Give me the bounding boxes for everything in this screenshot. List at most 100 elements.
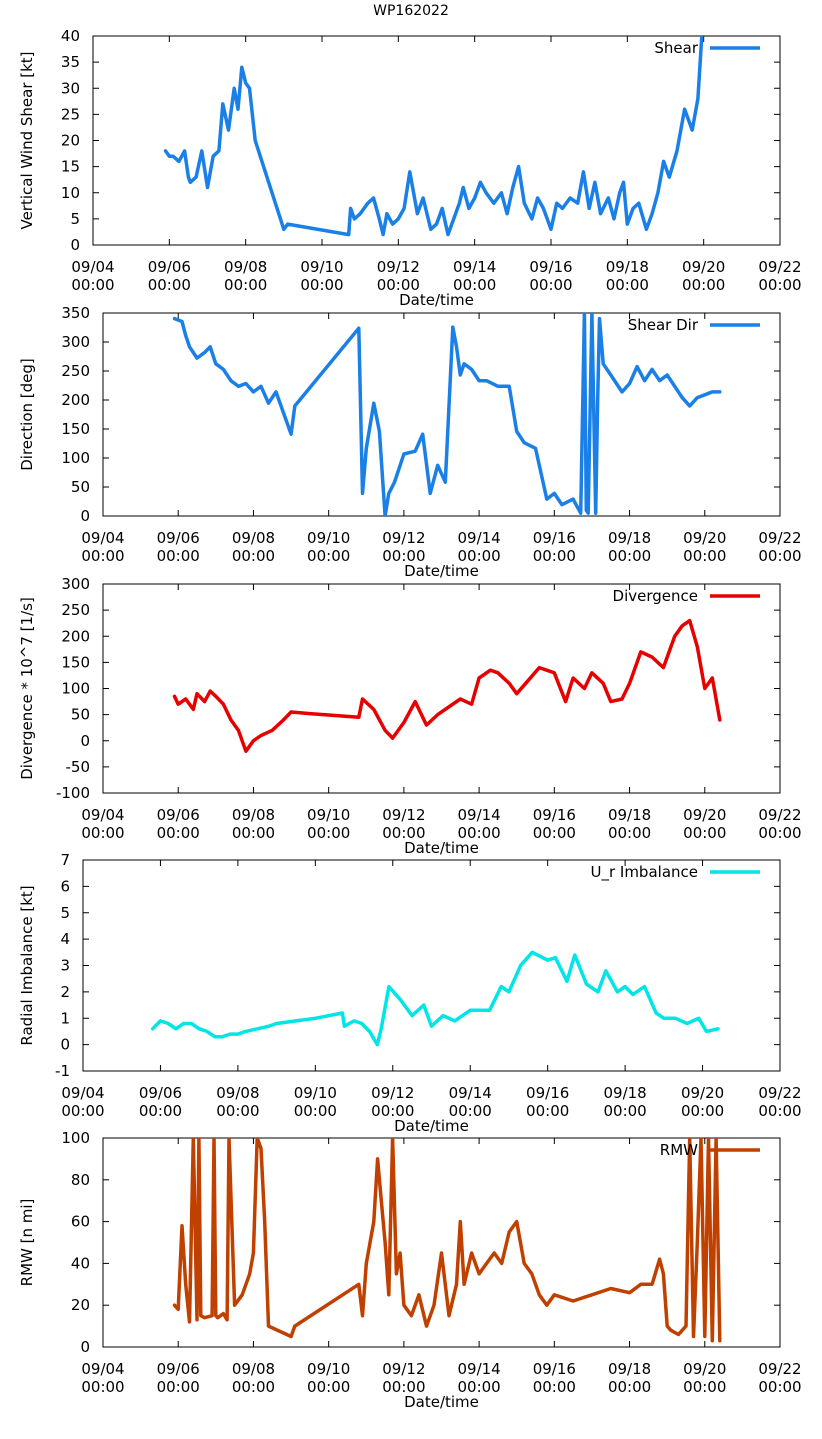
y-tick-label: 250 (61, 601, 90, 619)
x-tick-label-date: 09/20 (683, 1360, 726, 1378)
x-tick-label-date: 09/08 (224, 258, 267, 276)
x-tick-label-date: 09/12 (382, 529, 425, 547)
x-tick-label-time: 00:00 (533, 1378, 576, 1396)
x-tick-label-date: 09/10 (307, 1360, 350, 1378)
x-tick-label-time: 00:00 (232, 547, 275, 565)
x-tick-label-time: 00:00 (457, 1378, 500, 1396)
x-tick-label-time: 00:00 (382, 1378, 425, 1396)
x-tick-label-time: 00:00 (533, 547, 576, 565)
x-tick-label-time: 00:00 (81, 824, 124, 842)
y-tick-label: 2 (60, 983, 70, 1001)
legend-label: Shear (654, 39, 698, 57)
x-tick-label-time: 00:00 (157, 1378, 200, 1396)
x-tick-label-time: 00:00 (683, 1378, 726, 1396)
x-tick-label-time: 00:00 (307, 1378, 350, 1396)
x-tick-label-date: 09/18 (603, 1084, 646, 1102)
figure-title: WP162022 (373, 3, 449, 19)
x-tick-label-date: 09/04 (81, 806, 124, 824)
y-tick-label: 200 (61, 391, 90, 409)
x-tick-label-time: 00:00 (307, 547, 350, 565)
y-tick-label: 200 (61, 627, 90, 645)
x-tick-label-date: 09/22 (758, 806, 801, 824)
x-tick-label-time: 00:00 (683, 824, 726, 842)
x-tick-label-date: 09/14 (457, 806, 500, 824)
x-tick-label-date: 09/10 (300, 258, 343, 276)
x-tick-label-date: 09/10 (294, 1084, 337, 1102)
legend-label: Shear Dir (628, 316, 699, 334)
panel-3: -100-5005010015020025030009/0400:0009/06… (18, 575, 802, 857)
x-tick-label-time: 00:00 (608, 824, 651, 842)
x-tick-label-date: 09/08 (232, 529, 275, 547)
x-axis-label: Date/time (394, 1117, 469, 1135)
y-tick-label: 80 (71, 1171, 90, 1189)
x-tick-label-time: 00:00 (382, 824, 425, 842)
x-tick-label-date: 09/18 (606, 258, 649, 276)
x-tick-label-date: 09/12 (371, 1084, 414, 1102)
y-tick-label: 350 (61, 304, 90, 322)
x-tick-label-date: 09/20 (682, 258, 725, 276)
x-tick-label-date: 09/18 (608, 806, 651, 824)
x-tick-label-time: 00:00 (758, 547, 801, 565)
x-tick-label-date: 09/12 (382, 1360, 425, 1378)
y-tick-label: 300 (61, 575, 90, 593)
x-tick-label-date: 09/06 (157, 1360, 200, 1378)
x-tick-label-time: 00:00 (377, 276, 420, 294)
y-axis-label: Direction [deg] (18, 358, 36, 471)
x-tick-label-date: 09/18 (608, 529, 651, 547)
x-tick-label-date: 09/06 (139, 1084, 182, 1102)
x-tick-label-time: 00:00 (533, 824, 576, 842)
x-tick-label-time: 00:00 (307, 824, 350, 842)
x-tick-label-time: 00:00 (758, 824, 801, 842)
x-tick-label-time: 00:00 (603, 1102, 646, 1120)
series-line-divergence (172, 618, 722, 753)
x-tick-label-date: 09/10 (307, 806, 350, 824)
y-tick-label: 100 (61, 449, 90, 467)
y-tick-label: 50 (71, 706, 90, 724)
x-tick-label-time: 00:00 (758, 276, 801, 294)
x-tick-label-time: 00:00 (371, 1102, 414, 1120)
x-axis-label: Date/time (404, 1393, 479, 1411)
x-tick-label-time: 00:00 (457, 547, 500, 565)
x-tick-label-date: 09/18 (608, 1360, 651, 1378)
y-tick-label: 300 (61, 333, 90, 351)
y-tick-label: 50 (71, 478, 90, 496)
y-tick-label: 20 (61, 132, 80, 150)
x-tick-label-time: 00:00 (608, 547, 651, 565)
y-tick-label: 4 (60, 930, 70, 948)
x-tick-label-time: 00:00 (526, 1102, 569, 1120)
y-tick-label: 0 (80, 1338, 90, 1356)
y-tick-label: 15 (61, 158, 80, 176)
y-tick-label: 100 (61, 1129, 90, 1147)
x-tick-label-date: 09/16 (533, 529, 576, 547)
legend-label: Divergence (613, 587, 698, 605)
x-tick-label-time: 00:00 (71, 276, 114, 294)
y-tick-label: 100 (61, 680, 90, 698)
x-axis-label: Date/time (404, 839, 479, 857)
x-tick-label-date: 09/14 (457, 1360, 500, 1378)
x-tick-label-time: 00:00 (681, 1102, 724, 1120)
x-tick-label-time: 00:00 (294, 1102, 337, 1120)
x-tick-label-time: 00:00 (224, 276, 267, 294)
x-tick-label-time: 00:00 (148, 276, 191, 294)
panel-5: 02040608010009/0400:0009/0600:0009/0800:… (18, 1129, 802, 1411)
y-tick-label: 10 (61, 184, 80, 202)
x-tick-label-date: 09/04 (71, 258, 114, 276)
panel-1: 051015202530354009/0400:0009/0600:0009/0… (18, 27, 802, 309)
x-tick-label-date: 09/08 (232, 1360, 275, 1378)
x-tick-label-time: 00:00 (300, 276, 343, 294)
x-tick-label-time: 00:00 (449, 1102, 492, 1120)
x-tick-label-time: 00:00 (139, 1102, 182, 1120)
series-line-u-r-imbalance (150, 950, 720, 1047)
x-tick-label-time: 00:00 (382, 547, 425, 565)
y-tick-label: -50 (66, 758, 91, 776)
x-tick-label-time: 00:00 (232, 1378, 275, 1396)
x-tick-label-date: 09/20 (683, 806, 726, 824)
x-tick-label-time: 00:00 (457, 824, 500, 842)
x-tick-label-time: 00:00 (608, 1378, 651, 1396)
series-line-shear-dir (172, 313, 722, 516)
plot-frame (92, 35, 781, 246)
x-tick-label-date: 09/06 (148, 258, 191, 276)
x-tick-label-date: 09/22 (758, 1360, 801, 1378)
y-tick-label: 1 (60, 1009, 70, 1027)
